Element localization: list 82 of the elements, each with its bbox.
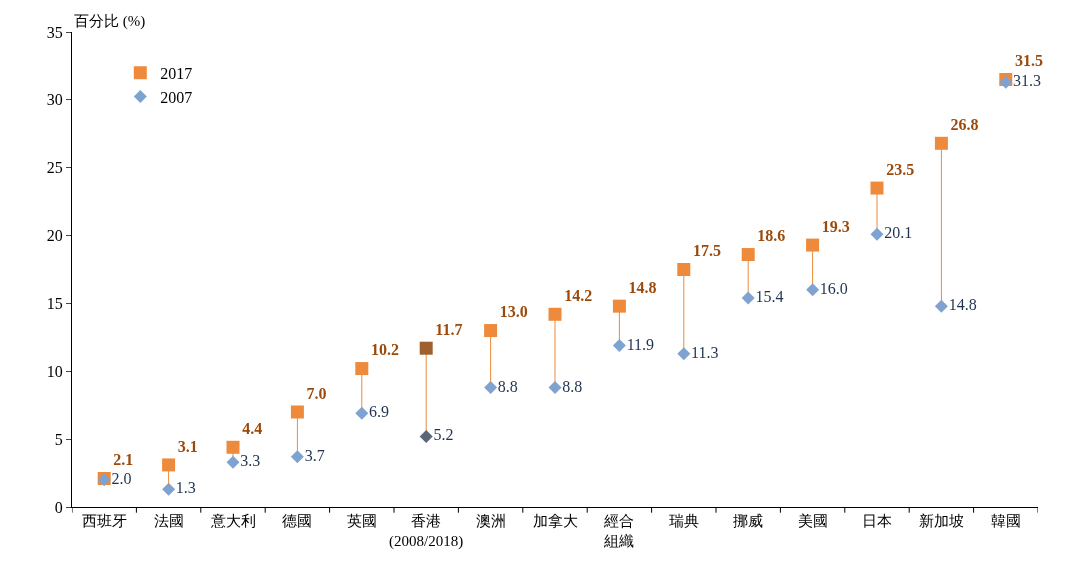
x-tick-label: 香港 (2008/2018): [389, 513, 464, 550]
point: [419, 341, 433, 355]
x-tick-label: 挪威: [733, 513, 764, 529]
x-tick-label: 新加坡: [918, 513, 964, 529]
x-tick-label: 瑞典: [668, 513, 699, 529]
data-label: 20.1: [884, 224, 913, 242]
data-label: 8.8: [562, 377, 583, 395]
point: [548, 381, 562, 395]
point: [226, 440, 240, 454]
y-tick-label: 0: [54, 498, 63, 516]
x-tick-label: 意大利: [209, 513, 256, 529]
point: [290, 450, 304, 464]
data-label: 23.5: [886, 160, 915, 178]
legend-label: 2007: [160, 88, 193, 106]
data-label: 2.0: [111, 469, 132, 487]
point: [806, 238, 820, 252]
data-label: 14.8: [948, 296, 977, 314]
point: [934, 299, 948, 313]
data-label: 8.8: [497, 377, 518, 395]
data-label: 19.3: [821, 217, 850, 235]
point: [612, 339, 626, 352]
x-tick-label: 韓國: [990, 513, 1021, 529]
y-tick-label: 25: [46, 159, 63, 177]
data-label: 17.5: [692, 242, 721, 260]
data-label: 3.1: [177, 437, 198, 455]
point: [677, 263, 691, 276]
y-axis-title: 百分比 (%): [74, 13, 146, 30]
data-label: 10.2: [370, 341, 399, 359]
data-label: 6.9: [369, 403, 390, 421]
point: [226, 455, 240, 469]
y-tick-label: 30: [46, 91, 63, 109]
x-tick-label: 法國: [153, 513, 184, 529]
point: [741, 291, 755, 305]
data-label: 2.1: [113, 451, 134, 469]
y-tick-label: 10: [46, 362, 63, 380]
data-label: 7.0: [306, 384, 327, 402]
point: [484, 381, 498, 395]
y-tick-label: 35: [46, 23, 63, 41]
point: [162, 482, 176, 496]
data-label: 15.4: [755, 288, 784, 305]
x-tick-label: 德國: [282, 513, 313, 529]
y-tick-label: 20: [46, 227, 63, 245]
point: [162, 458, 176, 472]
data-label: 16.0: [819, 279, 848, 297]
data-label: 11.3: [691, 343, 719, 361]
x-tick-label: 經合組織: [603, 513, 635, 549]
point: [484, 324, 498, 338]
point: [677, 347, 691, 361]
point: [355, 362, 369, 376]
point: [806, 283, 820, 297]
data-label: 3.3: [240, 452, 261, 470]
data-label: 13.0: [499, 303, 528, 321]
data-label: 14.2: [564, 287, 593, 305]
data-label: 11.7: [435, 321, 463, 339]
x-tick-label: 加拿大: [532, 513, 578, 529]
data-label: 31.5: [1014, 52, 1043, 70]
x-tick-label: 英國: [346, 513, 377, 529]
data-label: 1.3: [175, 479, 196, 497]
data-label: 18.6: [757, 227, 786, 245]
data-label: 14.8: [628, 279, 657, 297]
legend-label: 2017: [160, 64, 193, 82]
data-label: 11.9: [626, 335, 655, 353]
x-tick-label: 美國: [797, 513, 828, 529]
x-tick-label: 西班牙: [81, 513, 127, 529]
point: [548, 307, 562, 321]
point: [355, 406, 369, 420]
point: [612, 299, 626, 313]
point: [870, 181, 884, 195]
x-tick-label: 日本: [862, 513, 892, 529]
data-label: 4.4: [242, 420, 263, 438]
y-tick-label: 5: [54, 430, 63, 448]
data-label: 3.7: [304, 446, 325, 464]
point: [290, 405, 304, 419]
point: [870, 227, 884, 241]
y-tick-label: 15: [46, 295, 63, 313]
point: [934, 136, 948, 150]
data-label: 26.8: [950, 116, 979, 134]
data-label: 5.2: [433, 426, 454, 444]
point: [419, 429, 433, 443]
point: [741, 248, 755, 262]
x-tick-label: 澳洲: [475, 513, 506, 529]
data-label: 31.3: [1013, 72, 1042, 90]
